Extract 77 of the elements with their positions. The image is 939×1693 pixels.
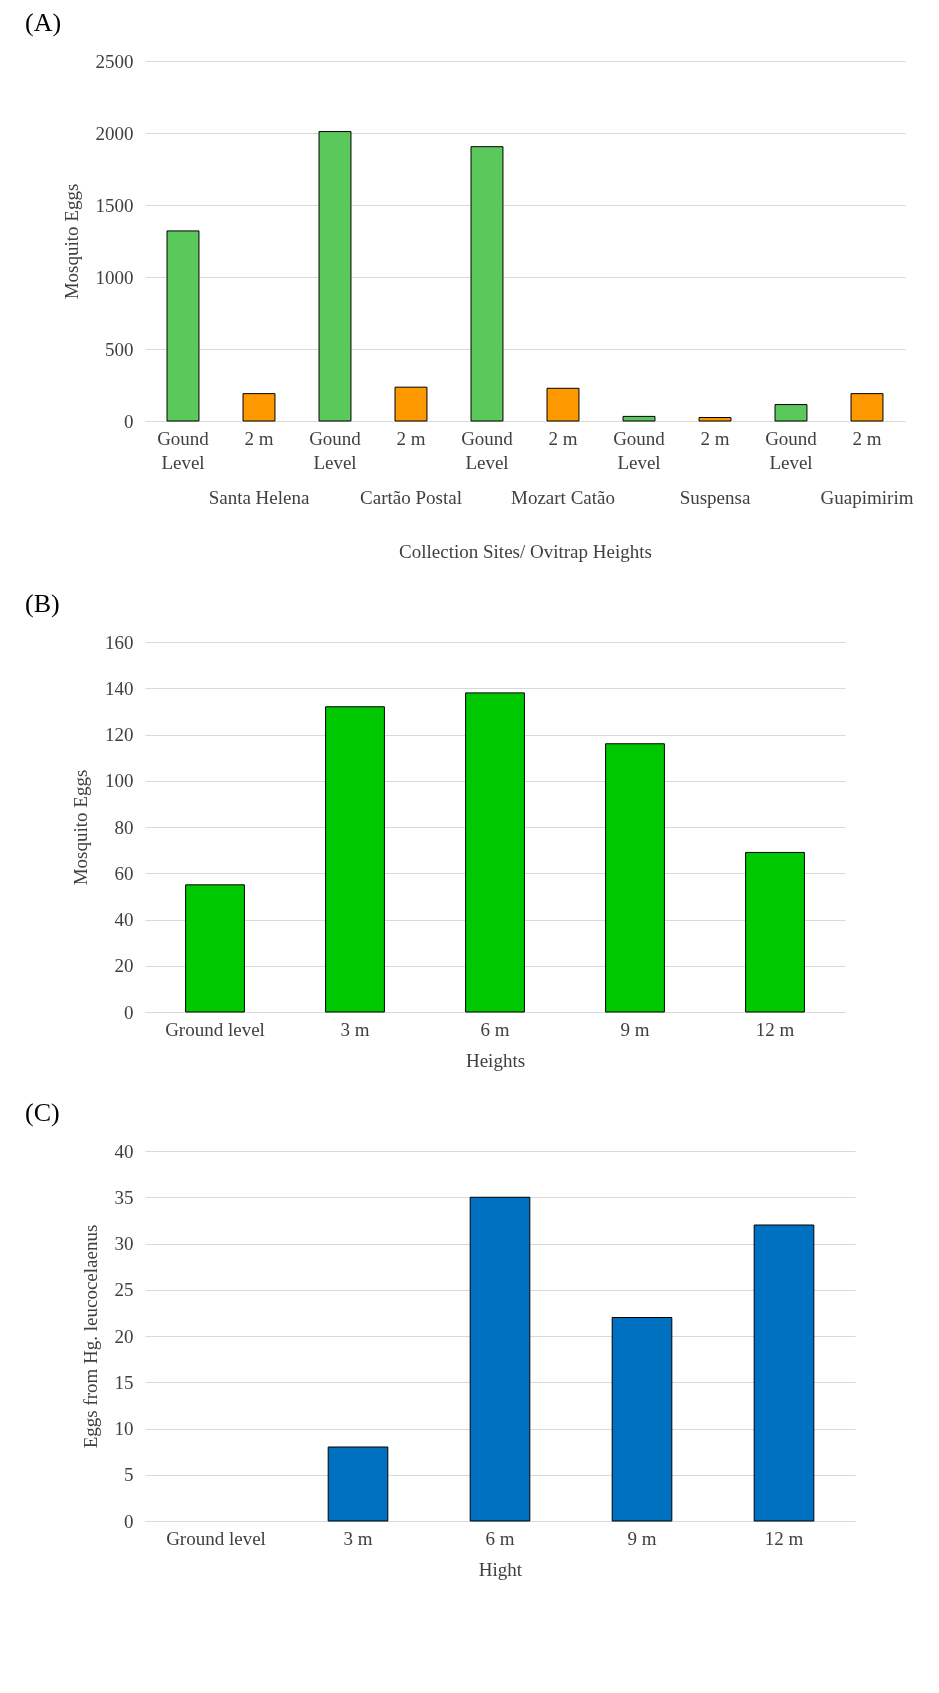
x-tick-label: 6 m bbox=[485, 1527, 515, 1549]
x-axis-title: Collection Sites/ Ovitrap Heights bbox=[399, 540, 652, 562]
bar bbox=[546, 387, 580, 422]
x-axis-title: Hight bbox=[478, 1558, 523, 1580]
y-tick-label: 1000 bbox=[95, 266, 134, 288]
bar bbox=[394, 386, 428, 422]
bar bbox=[622, 415, 656, 422]
x-tick-label: 9 m bbox=[627, 1527, 657, 1549]
x-tick-label: Ground level bbox=[165, 1018, 265, 1040]
text: Cartão Postal bbox=[360, 487, 462, 508]
x-tick-label: 12 m bbox=[764, 1527, 804, 1549]
y-tick-label: 20 bbox=[114, 955, 134, 977]
x-tick-label: 2 m bbox=[244, 427, 274, 449]
bar bbox=[745, 851, 805, 1013]
bar bbox=[242, 393, 276, 422]
x-tick-label: 12 m bbox=[755, 1018, 795, 1040]
text: Mozart Catão bbox=[511, 487, 615, 508]
bar bbox=[470, 146, 504, 422]
x-tick-label: 6 m bbox=[480, 1018, 510, 1040]
bar bbox=[185, 884, 245, 1013]
y-tick-label: 100 bbox=[105, 770, 134, 792]
y-tick-label: 40 bbox=[114, 909, 134, 930]
y-axis-title: Mosquito Eggs bbox=[60, 183, 82, 300]
y-tick-label: 20 bbox=[114, 1325, 134, 1347]
y-tick-label: 2500 bbox=[95, 50, 134, 72]
y-tick-label: 160 bbox=[105, 631, 134, 653]
y-tick-label: 25 bbox=[114, 1279, 134, 1301]
text: Guapimirim bbox=[820, 487, 914, 508]
y-tick-label: 35 bbox=[114, 1186, 134, 1208]
chart-title: (A) bbox=[25, 8, 62, 37]
bar bbox=[465, 692, 525, 1013]
y-axis-title: Mosquito Eggs bbox=[70, 769, 91, 886]
bar bbox=[698, 417, 732, 422]
x-tick-label: 3 m bbox=[340, 1018, 370, 1040]
chart-title: (C) bbox=[25, 1098, 60, 1127]
x-tick-label: Gound Level bbox=[765, 427, 818, 473]
y-tick-label: 30 bbox=[114, 1233, 134, 1254]
y-tick-label: 0 bbox=[124, 410, 134, 432]
x-tick-label: Gound Level bbox=[309, 427, 362, 473]
x-tick-label: Ground level bbox=[166, 1527, 266, 1549]
y-tick-label: 120 bbox=[105, 724, 134, 745]
y-tick-label: 500 bbox=[105, 338, 134, 360]
bar bbox=[611, 1317, 673, 1522]
bar bbox=[774, 404, 808, 422]
y-tick-label: 40 bbox=[114, 1140, 134, 1162]
y-tick-label: 0 bbox=[124, 1001, 134, 1023]
y-tick-label: 5 bbox=[124, 1464, 134, 1486]
y-tick-label: 60 bbox=[114, 862, 134, 884]
x-tick-label: 2 m bbox=[396, 427, 426, 449]
bar bbox=[753, 1224, 815, 1522]
x-tick-label: 2 m bbox=[548, 427, 578, 449]
x-axis-title: Heights bbox=[465, 1049, 526, 1071]
bar bbox=[469, 1196, 531, 1522]
y-tick-label: 0 bbox=[124, 1510, 134, 1532]
bar bbox=[166, 230, 200, 422]
x-tick-label: Gound Level bbox=[461, 427, 514, 473]
bar bbox=[605, 743, 665, 1013]
bar bbox=[318, 131, 352, 422]
bar bbox=[327, 1446, 389, 1522]
x-tick-label: 2 m bbox=[852, 427, 882, 449]
x-tick-label: 9 m bbox=[620, 1018, 650, 1040]
x-tick-label: 2 m bbox=[700, 427, 730, 449]
y-axis-title: Eggs from Hg. leucocelaenus bbox=[79, 1224, 101, 1449]
text: Suspensa bbox=[679, 487, 751, 508]
y-tick-label: 1500 bbox=[95, 194, 134, 216]
text: Santa Helena bbox=[208, 487, 310, 508]
y-tick-label: 2000 bbox=[95, 122, 134, 144]
y-tick-label: 80 bbox=[114, 816, 134, 838]
y-tick-label: 140 bbox=[105, 677, 134, 699]
x-tick-label: Gound Level bbox=[157, 427, 210, 473]
y-tick-label: 15 bbox=[114, 1371, 134, 1393]
y-tick-label: 10 bbox=[114, 1418, 134, 1439]
chart-title: (B) bbox=[25, 589, 60, 618]
bar bbox=[850, 393, 884, 422]
bar bbox=[325, 706, 385, 1013]
x-tick-label: 3 m bbox=[343, 1527, 373, 1549]
x-tick-label: Gound Level bbox=[613, 427, 666, 473]
